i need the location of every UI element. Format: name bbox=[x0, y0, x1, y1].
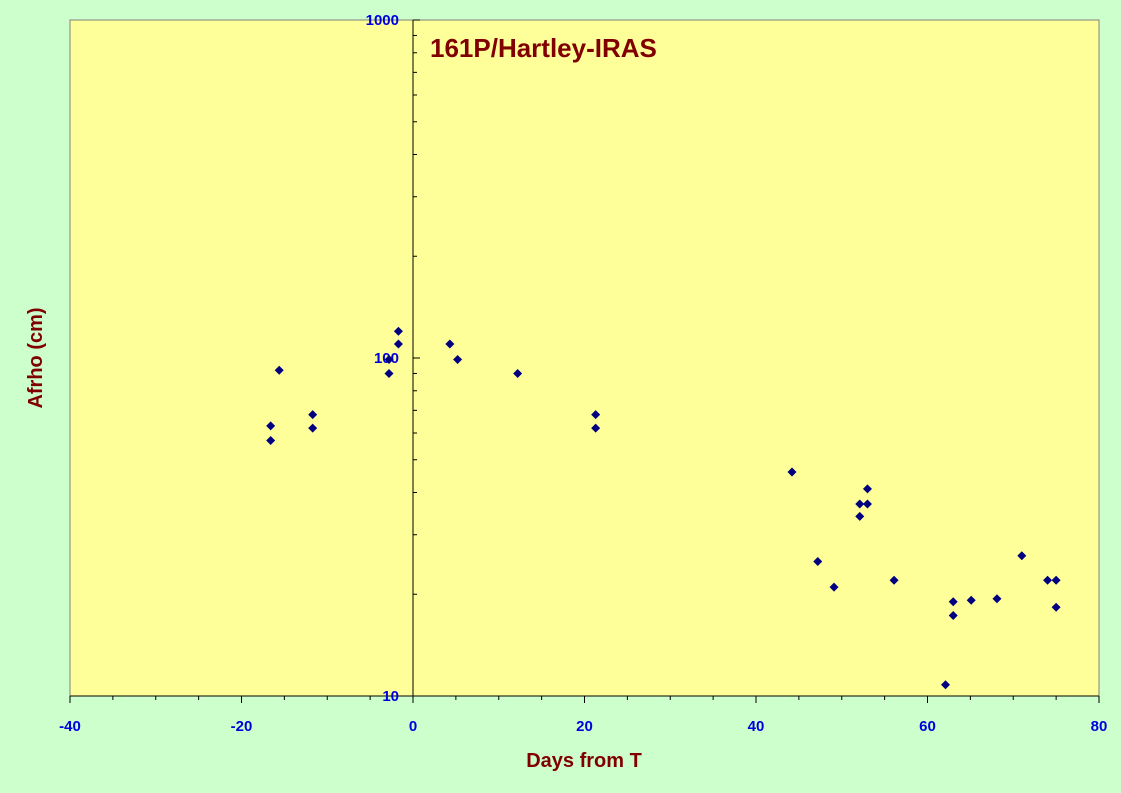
plot-area bbox=[69, 19, 1100, 697]
data-point bbox=[862, 499, 872, 509]
data-point bbox=[1051, 575, 1061, 585]
data-point bbox=[948, 611, 958, 621]
data-point bbox=[1017, 551, 1027, 561]
data-point bbox=[855, 511, 865, 521]
data-point bbox=[862, 484, 872, 494]
y-tick-label: 1000 bbox=[366, 12, 399, 29]
data-point bbox=[274, 365, 284, 375]
chart-title: 161P/Hartley-IRAS bbox=[430, 33, 657, 63]
data-point bbox=[889, 575, 899, 585]
data-point bbox=[1051, 602, 1061, 612]
data-point bbox=[266, 436, 276, 446]
x-tick-label: 40 bbox=[748, 718, 765, 735]
x-tick-label: 0 bbox=[409, 718, 417, 735]
y-tick-label: 10 bbox=[382, 688, 399, 705]
data-point bbox=[308, 410, 318, 420]
data-point bbox=[513, 368, 523, 378]
data-point bbox=[384, 368, 394, 378]
data-point bbox=[453, 354, 463, 364]
data-point bbox=[393, 326, 403, 336]
data-points bbox=[266, 326, 1061, 690]
x-axis-ticks: -40 -20 0 20 40 60 80 bbox=[59, 696, 1107, 735]
data-point bbox=[829, 582, 839, 592]
data-point bbox=[445, 339, 455, 349]
data-point bbox=[591, 410, 601, 420]
x-tick-label: 60 bbox=[919, 718, 936, 735]
x-tick-label: -20 bbox=[231, 718, 253, 735]
x-axis-title: Days from T bbox=[526, 750, 642, 772]
data-point bbox=[591, 423, 601, 433]
data-point bbox=[266, 421, 276, 431]
y-axis-title: Afrho (cm) bbox=[25, 307, 47, 408]
data-point bbox=[384, 354, 394, 364]
data-point bbox=[1043, 575, 1053, 585]
data-point bbox=[948, 597, 958, 607]
data-point bbox=[966, 595, 976, 605]
data-point bbox=[308, 423, 318, 433]
x-tick-label: 20 bbox=[576, 718, 593, 735]
data-point bbox=[787, 467, 797, 477]
data-point bbox=[813, 556, 823, 566]
data-point bbox=[992, 594, 1002, 604]
x-tick-label: -40 bbox=[59, 718, 81, 735]
x-tick-label: 80 bbox=[1091, 718, 1108, 735]
data-point bbox=[393, 339, 403, 349]
data-point bbox=[941, 680, 951, 690]
data-point bbox=[855, 499, 865, 509]
